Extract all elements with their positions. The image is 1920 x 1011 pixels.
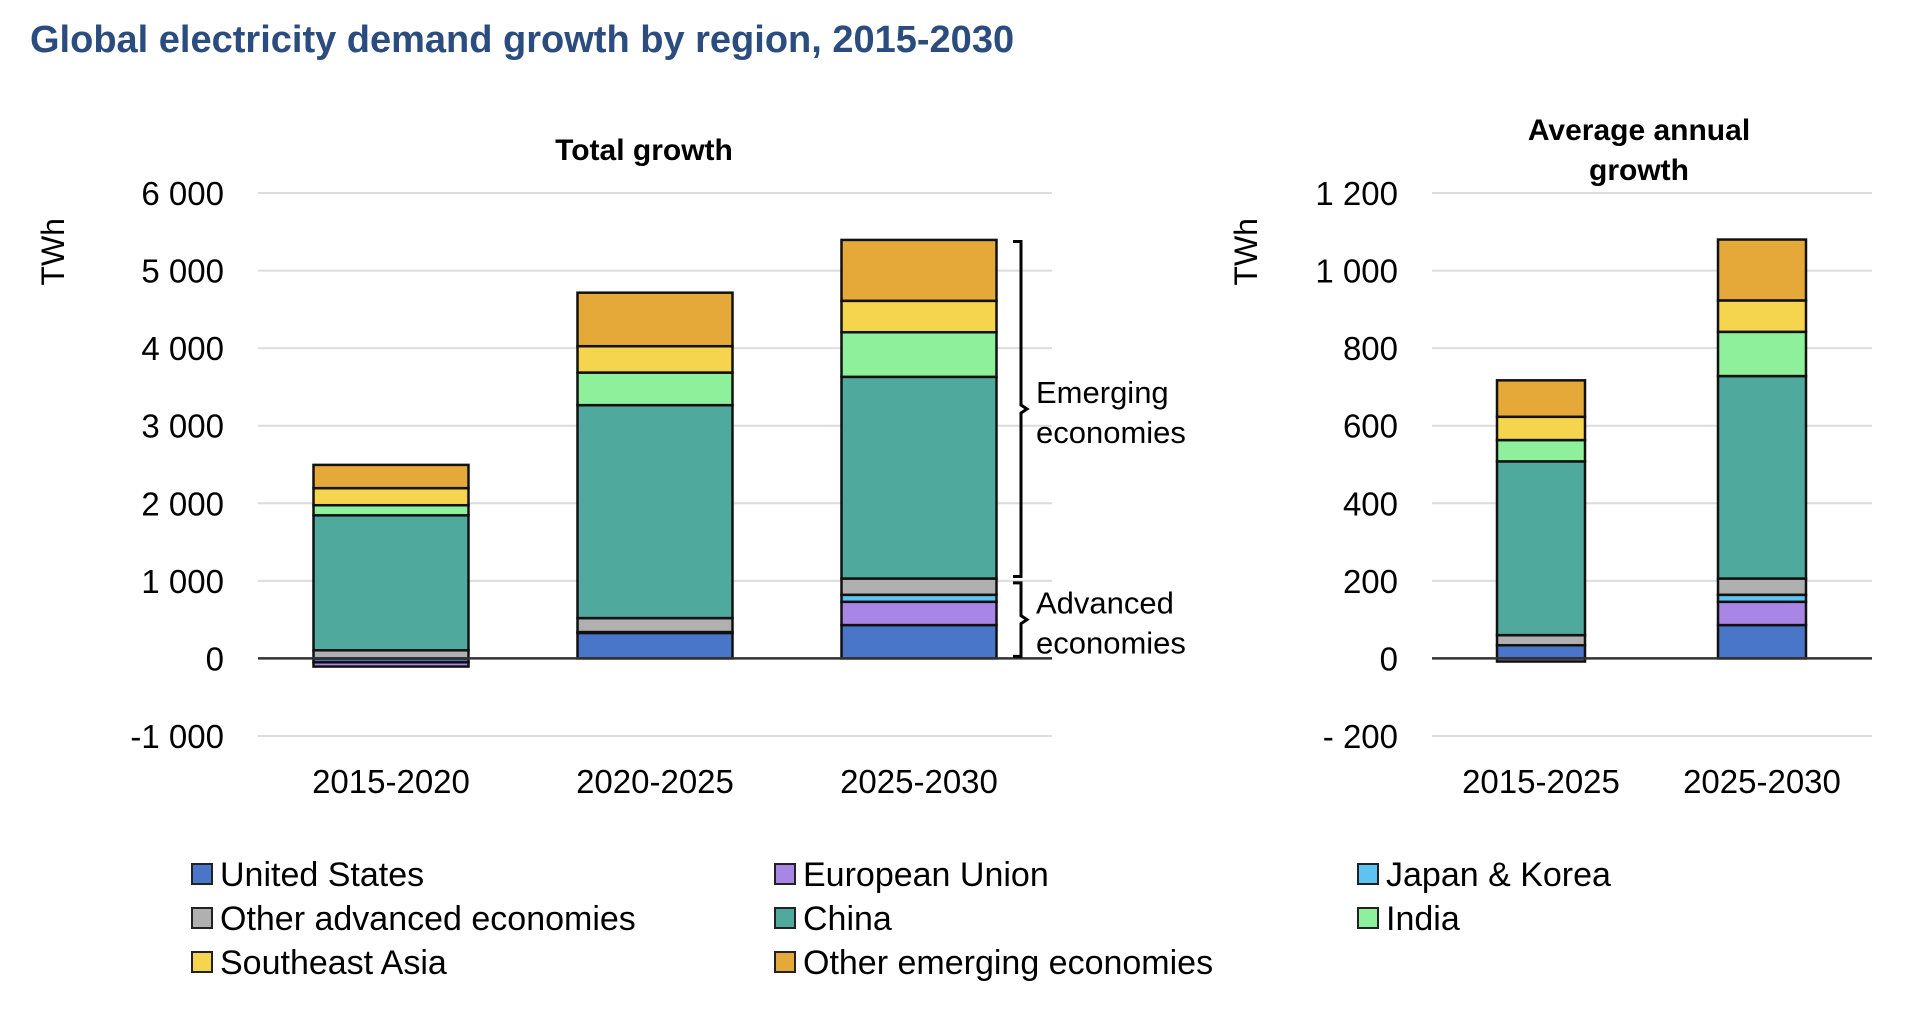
figure-title: Global electricity demand growth by regi… [30, 19, 1014, 61]
x-tick-label: 2025-2030 [840, 763, 998, 800]
y-tick-label: 200 [1343, 563, 1398, 600]
legend-swatch [774, 863, 796, 885]
y-tick-label: 3 000 [141, 408, 224, 445]
bar-segment-india [1495, 438, 1587, 463]
legend: United States European Union Japan & Korea… [191, 856, 1611, 982]
chart-title: Average annual [1528, 114, 1750, 147]
y-axis-label: TWh [1228, 218, 1264, 286]
bar-segment-southeast-asia [840, 299, 998, 334]
x-tick-label: 2020-2025 [576, 763, 734, 800]
annotation-label: Advanced [1036, 586, 1174, 621]
legend-swatch [774, 951, 796, 973]
bar-segment-other-emerging-economies [312, 463, 470, 490]
y-tick-label: 2 000 [141, 485, 224, 522]
bar-segment-other-emerging-economies [840, 238, 998, 303]
bar-segment-china [1495, 460, 1587, 637]
legend-swatch [1357, 907, 1379, 929]
y-tick-label: - 200 [1323, 718, 1398, 755]
bracket-icon [1013, 240, 1030, 579]
bar-segment-other-advanced-economies [1495, 633, 1587, 647]
annotation-label: economies [1036, 415, 1186, 450]
total-growth-chart: 6 000 5 000 4 000 3 000 2 000 1 000 0 -1 000 TWh… [35, 134, 1186, 800]
legend-label: Other emerging economies [803, 944, 1213, 982]
y-tick-label: 4 000 [141, 330, 224, 367]
bar-segment-india [1716, 330, 1808, 378]
bar-segment-other-advanced-economies [576, 616, 734, 634]
y-axis-label: TWh [35, 218, 71, 286]
annotation-label: economies [1036, 626, 1186, 661]
legend-label: Japan & Korea [1386, 856, 1611, 894]
bar-segment-china [312, 514, 470, 652]
legend-swatch [191, 907, 213, 929]
y-tick-label: 1 200 [1315, 175, 1398, 212]
legend-label: China [803, 900, 892, 938]
y-tick-label: 0 [206, 640, 224, 677]
y-tick-label: 800 [1343, 330, 1398, 367]
bar-segment-india [576, 371, 734, 407]
legend-label: Other advanced economies [220, 900, 636, 938]
bar-segment-united-states [1495, 643, 1587, 660]
bar-segment-southeast-asia [312, 486, 470, 507]
legend-label: India [1386, 900, 1460, 938]
legend-swatch [774, 907, 796, 929]
bar-segment-china [1716, 374, 1808, 580]
bar-segment-southeast-asia [1495, 415, 1587, 442]
bracket-icon [1013, 581, 1030, 658]
bar-segment-india [840, 330, 998, 379]
legend-label: European Union [803, 856, 1049, 894]
x-tick-label: 2015-2020 [312, 763, 470, 800]
bar-segment-united-states [840, 623, 998, 660]
bar-segment-india [312, 503, 470, 517]
chart-title: growth [1589, 154, 1689, 187]
y-tick-label: 1 000 [141, 563, 224, 600]
bar-segment-united-states [1716, 623, 1808, 660]
bar-segment-other-emerging-economies [1495, 379, 1587, 419]
bar-segment-other-emerging-economies [1716, 238, 1808, 302]
bar-segment-european-union [840, 600, 998, 627]
y-tick-label: 600 [1343, 408, 1398, 445]
annotation-label: Emerging [1036, 375, 1169, 410]
bar-segment-other-emerging-economies [576, 291, 734, 348]
y-tick-label: -1 000 [130, 718, 224, 755]
chart-title: Total growth [555, 134, 733, 167]
y-tick-label: 0 [1380, 640, 1398, 677]
bar-segment-southeast-asia [1716, 299, 1808, 334]
x-tick-label: 2015-2025 [1462, 763, 1620, 800]
y-tick-label: 6 000 [141, 175, 224, 212]
bar-segment-china [576, 403, 734, 620]
average-annual-growth-chart: 1 200 1 000 800 600 400 200 0 - 200 TWh Average a… [1228, 114, 1872, 800]
legend-swatch [191, 863, 213, 885]
y-tick-label: 1 000 [1315, 253, 1398, 290]
x-tick-label: 2025-2030 [1683, 763, 1841, 800]
y-tick-label: 5 000 [141, 253, 224, 290]
legend-label: Southeast Asia [220, 944, 447, 982]
bar-segment-european-union [1716, 600, 1808, 627]
bar-segment-other-advanced-economies [840, 577, 998, 597]
y-tick-label: 400 [1343, 485, 1398, 522]
bar-segment-european-union [312, 661, 470, 668]
bar-segment-other-advanced-economies [1716, 577, 1808, 597]
bar-segment-southeast-asia [576, 344, 734, 374]
legend-swatch [191, 951, 213, 973]
legend-label: United States [220, 856, 424, 894]
legend-swatch [1357, 863, 1379, 885]
bar-segment-united-states [576, 631, 734, 660]
bar-segment-china [840, 375, 998, 580]
